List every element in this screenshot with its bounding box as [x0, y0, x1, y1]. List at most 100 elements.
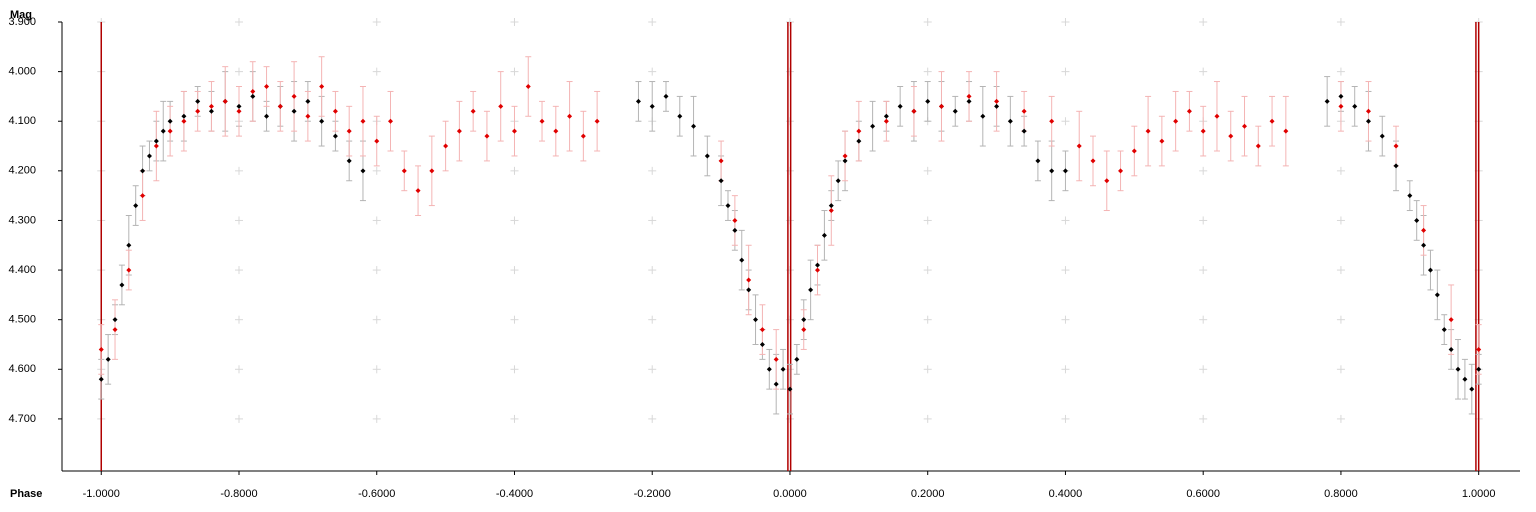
data-point	[1159, 138, 1165, 144]
data-point	[718, 158, 724, 164]
data-point	[1427, 267, 1433, 273]
data-point	[1476, 346, 1482, 352]
data-point	[264, 83, 270, 89]
data-point	[181, 113, 187, 119]
data-point	[952, 108, 958, 114]
data-point	[739, 257, 745, 263]
data-point	[773, 381, 779, 387]
data-point	[994, 98, 1000, 104]
data-point	[1131, 148, 1137, 154]
data-point	[1414, 217, 1420, 223]
data-point	[360, 168, 366, 174]
y-tick-label: 4.700	[8, 413, 36, 425]
data-point	[222, 98, 228, 104]
data-point	[167, 128, 173, 134]
data-point	[1062, 168, 1068, 174]
data-point	[1462, 376, 1468, 382]
data-point	[456, 128, 462, 134]
data-point	[732, 217, 738, 223]
data-point	[1283, 128, 1289, 134]
data-point	[594, 118, 600, 124]
data-point	[828, 208, 834, 214]
data-point	[911, 108, 917, 114]
data-point	[319, 118, 325, 124]
data-point	[704, 153, 710, 159]
data-point	[126, 242, 132, 248]
data-point	[759, 341, 765, 347]
data-point	[883, 118, 889, 124]
data-point	[938, 103, 944, 109]
data-point	[98, 376, 104, 382]
x-tick-label: -1.0000	[83, 488, 120, 500]
data-point	[567, 113, 573, 119]
data-point	[1434, 292, 1440, 298]
data-point	[167, 118, 173, 124]
data-point	[1228, 133, 1234, 139]
data-point	[746, 277, 752, 283]
data-point	[1393, 143, 1399, 149]
data-point	[401, 168, 407, 174]
data-point	[677, 113, 683, 119]
data-point	[1007, 118, 1013, 124]
data-point	[291, 93, 297, 99]
x-axis-label: Phase	[10, 488, 42, 500]
data-point	[105, 356, 111, 362]
data-point	[821, 232, 827, 238]
data-point	[1076, 143, 1082, 149]
data-point	[980, 113, 986, 119]
data-point	[160, 128, 166, 134]
data-point	[305, 98, 311, 104]
x-tick-label: -0.2000	[634, 488, 671, 500]
data-point	[635, 98, 641, 104]
data-point	[525, 83, 531, 89]
data-point	[753, 317, 759, 323]
data-point	[1021, 128, 1027, 134]
data-point	[1104, 178, 1110, 184]
data-point	[649, 103, 655, 109]
data-point	[746, 287, 752, 293]
x-tick-label: 0.6000	[1186, 488, 1220, 500]
x-tick-label: -0.4000	[496, 488, 533, 500]
data-point	[208, 108, 214, 114]
data-point	[1021, 108, 1027, 114]
data-point	[856, 138, 862, 144]
data-point	[319, 83, 325, 89]
data-point	[580, 133, 586, 139]
data-point	[1455, 366, 1461, 372]
data-point	[815, 262, 821, 268]
data-point	[1407, 193, 1413, 199]
data-point	[815, 267, 821, 273]
data-point	[346, 128, 352, 134]
x-tick-label: -0.8000	[220, 488, 257, 500]
data-point	[484, 133, 490, 139]
data-point	[1338, 103, 1344, 109]
data-point	[415, 188, 421, 194]
data-point	[429, 168, 435, 174]
data-point	[1448, 346, 1454, 352]
y-tick-label: 4.200	[8, 165, 36, 177]
data-point	[1090, 158, 1096, 164]
data-point	[994, 103, 1000, 109]
data-point	[1269, 118, 1275, 124]
data-point	[794, 356, 800, 362]
data-point	[1214, 113, 1220, 119]
data-point	[112, 317, 118, 323]
data-point	[925, 98, 931, 104]
y-tick-label: 4.600	[8, 363, 36, 375]
data-point	[842, 158, 848, 164]
data-point	[360, 118, 366, 124]
data-point	[153, 138, 159, 144]
data-point	[277, 103, 283, 109]
y-tick-label: 4.000	[8, 66, 36, 78]
data-point	[663, 93, 669, 99]
data-point	[1448, 317, 1454, 323]
data-point	[374, 138, 380, 144]
data-point	[835, 178, 841, 184]
data-point	[1242, 123, 1248, 129]
data-point	[346, 158, 352, 164]
data-point	[1145, 128, 1151, 134]
data-point	[195, 108, 201, 114]
data-point	[732, 227, 738, 233]
data-point	[264, 113, 270, 119]
data-point	[291, 108, 297, 114]
